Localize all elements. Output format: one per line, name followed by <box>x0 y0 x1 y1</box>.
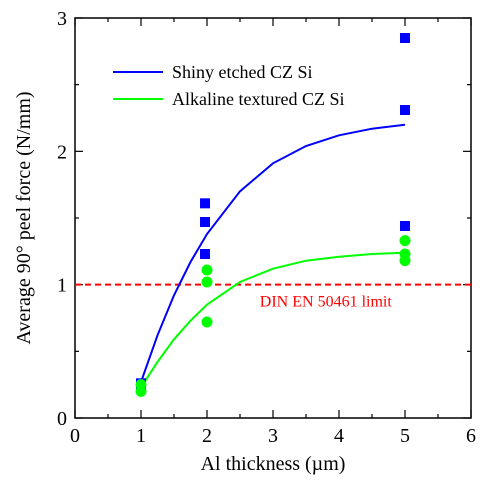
x-tick-label: 1 <box>136 425 146 447</box>
legend-label: Alkaline textured CZ Si <box>172 89 344 109</box>
data-point-series-2 <box>399 255 411 267</box>
y-tick-label: 1 <box>57 275 67 297</box>
y-axis-title: Average 90° peel force (N/mm) <box>13 91 35 344</box>
data-point-series-1 <box>400 33 410 43</box>
x-tick-label: 6 <box>466 425 476 447</box>
legend-label: Shiny etched CZ Si <box>172 62 313 82</box>
data-point-series-2 <box>399 235 411 247</box>
y-tick-label: 3 <box>57 8 67 30</box>
data-point-series-1 <box>400 105 410 115</box>
points-layer <box>135 33 411 397</box>
x-axis-title: Al thickness (µm) <box>201 453 346 475</box>
data-point-series-1 <box>400 221 410 231</box>
data-point-series-2 <box>135 385 147 397</box>
data-point-series-2 <box>201 316 213 328</box>
fit-lines-layer <box>140 123 406 388</box>
x-tick-label: 5 <box>400 425 410 447</box>
data-point-series-1 <box>200 217 211 227</box>
reference-line-label: DIN EN 50461 limit <box>260 294 393 311</box>
x-tick-label: 3 <box>268 425 278 447</box>
legend: Shiny etched CZ Si Alkaline textured CZ S… <box>113 62 344 109</box>
x-tick-label: 2 <box>202 425 212 447</box>
y-tick-label: 2 <box>57 141 67 163</box>
data-point-series-2 <box>201 264 213 276</box>
data-point-series-1 <box>200 198 211 209</box>
fit-line-series-1 <box>140 123 406 383</box>
y-tick-label: 0 <box>57 408 67 430</box>
tick-labels: 0 1 2 3 4 5 6 0 1 2 3 <box>57 8 476 447</box>
ticks <box>74 17 472 419</box>
x-tick-label: 4 <box>334 425 344 447</box>
data-point-series-1 <box>200 249 211 259</box>
reference-line-layer: DIN EN 50461 limit <box>75 283 471 311</box>
fit-line-series-2 <box>140 251 406 388</box>
data-point-series-2 <box>201 276 213 288</box>
x-tick-label: 0 <box>70 425 80 447</box>
